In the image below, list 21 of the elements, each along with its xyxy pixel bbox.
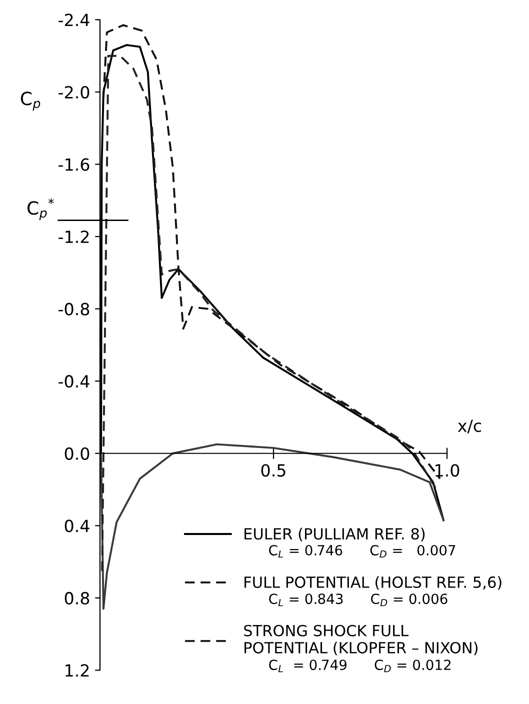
x-tick-label: 0.5 bbox=[261, 464, 286, 477]
y-tick-label: 0.4 bbox=[64, 520, 90, 532]
legend-label: FULL POTENTIAL (HOLST REF. 5,6) bbox=[244, 576, 502, 590]
y-tick-label: 0.0 bbox=[64, 447, 90, 460]
y-tick-label: 0.8 bbox=[64, 592, 90, 604]
y-tick-label: -2.0 bbox=[58, 86, 90, 99]
y-tick-label: -0.8 bbox=[58, 302, 90, 316]
y-tick-label: 1.2 bbox=[66, 664, 89, 677]
x-tick-label: 1.0 bbox=[436, 464, 460, 477]
y-tick-label: -1.2 bbox=[58, 230, 89, 243]
legend-label: EULER (PULLIAM REF. 8) bbox=[244, 528, 425, 542]
annotation: C$_{L}$ = 0.746 C$_{D}$ = 0.007 bbox=[269, 544, 456, 558]
x-axis-title: x/c bbox=[458, 420, 482, 434]
y-tick-label: -1.6 bbox=[58, 158, 90, 171]
ref-line-label: C$_{p}$$^{*}$ bbox=[28, 198, 54, 220]
annotation: C$_{L}$ = 0.749 C$_{D}$ = 0.012 bbox=[269, 660, 450, 672]
legend-label: STRONG SHOCK FULL POTENTIAL (KLOPFER – NIXON) bbox=[244, 624, 478, 656]
y-tick-label: -2.4 bbox=[58, 14, 90, 26]
y-tick-label: -0.4 bbox=[58, 375, 90, 388]
y-axis-title: C$_{p}$ bbox=[20, 92, 40, 111]
annotation: C$_{L}$ = 0.843 C$_{D}$ = 0.006 bbox=[269, 594, 448, 606]
